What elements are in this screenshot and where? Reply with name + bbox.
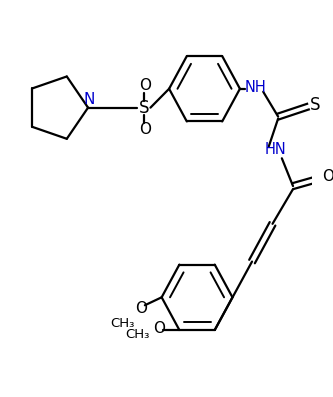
Text: CH₃: CH₃: [125, 328, 150, 341]
Text: O: O: [322, 169, 333, 184]
Text: O: O: [139, 78, 151, 93]
Text: HN: HN: [264, 142, 286, 157]
Text: N: N: [83, 92, 95, 107]
Text: O: O: [139, 122, 151, 137]
Text: CH₃: CH₃: [110, 317, 135, 330]
Text: S: S: [310, 96, 321, 114]
Text: O: O: [153, 322, 165, 337]
Text: S: S: [139, 98, 149, 117]
Text: NH: NH: [245, 80, 267, 95]
Text: O: O: [135, 301, 147, 316]
